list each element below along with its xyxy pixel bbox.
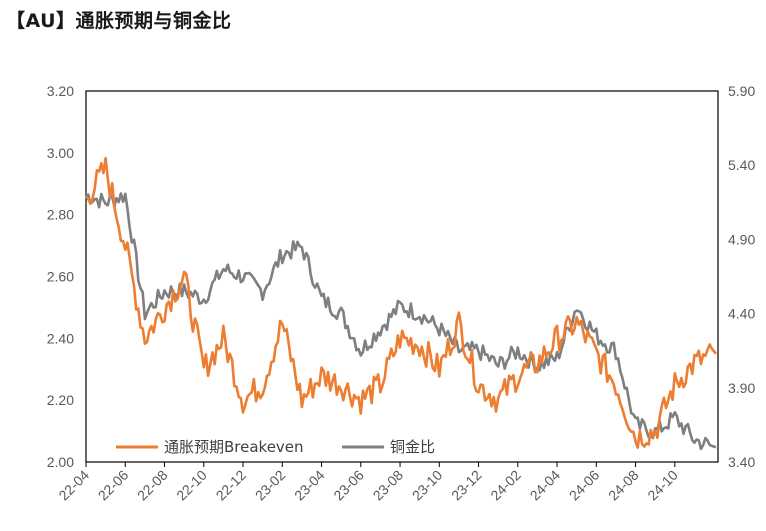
x-tick-label: 22-04 bbox=[55, 467, 92, 504]
x-tick-label: 23-06 bbox=[330, 467, 367, 504]
right-axis: 3.40 3.90 4.40 4.90 5.40 5.90 bbox=[728, 83, 755, 470]
x-axis: 22-04 22-06 22-08 22-10 22-12 23-02 23-04 23-06… bbox=[55, 462, 681, 503]
legend-label-copper-gold: 铜金比 bbox=[390, 438, 435, 456]
right-tick-label: 5.40 bbox=[728, 157, 755, 173]
left-tick-label: 2.20 bbox=[47, 392, 74, 408]
series-lines bbox=[84, 156, 718, 451]
x-tick-label: 22-10 bbox=[173, 467, 210, 504]
left-tick-label: 2.60 bbox=[47, 269, 74, 285]
x-tick-label: 24-04 bbox=[527, 467, 564, 504]
left-tick-label: 2.40 bbox=[47, 330, 74, 346]
legend-label-breakeven: 通胀预期Breakeven bbox=[164, 438, 304, 456]
left-tick-label: 3.20 bbox=[47, 83, 74, 99]
left-tick-label: 3.00 bbox=[47, 145, 74, 161]
right-tick-label: 4.90 bbox=[728, 231, 755, 247]
x-tick-label: 24-06 bbox=[566, 467, 603, 504]
series-line-copper-gold-ratio bbox=[85, 192, 717, 451]
left-tick-label: 2.00 bbox=[47, 454, 74, 470]
right-tick-label: 3.90 bbox=[728, 380, 755, 396]
x-tick-label: 23-10 bbox=[409, 467, 446, 504]
x-tick-label: 22-06 bbox=[95, 467, 132, 504]
left-tick-label: 2.80 bbox=[47, 207, 74, 223]
plot-frame bbox=[85, 90, 719, 463]
x-tick-label: 24-02 bbox=[487, 467, 524, 504]
x-tick-label: 22-12 bbox=[213, 467, 250, 504]
x-tick-label: 23-08 bbox=[370, 467, 407, 504]
right-tick-label: 4.40 bbox=[728, 306, 755, 322]
x-tick-label: 23-12 bbox=[448, 467, 485, 504]
left-axis: 2.00 2.20 2.40 2.60 2.80 3.00 3.20 bbox=[47, 83, 74, 470]
series-line-breakeven bbox=[84, 156, 718, 449]
x-tick-label: 23-04 bbox=[291, 467, 328, 504]
right-tick-label: 5.90 bbox=[728, 83, 755, 99]
page-title: 【AU】通胀预期与铜金比 bbox=[6, 10, 232, 32]
plot-area bbox=[85, 90, 719, 463]
x-tick-label: 22-08 bbox=[134, 467, 171, 504]
x-tick-label: 24-10 bbox=[644, 467, 681, 504]
x-tick-label: 23-02 bbox=[252, 467, 289, 504]
legend: 通胀预期Breakeven 铜金比 bbox=[116, 438, 435, 456]
x-tick-label: 24-08 bbox=[605, 467, 642, 504]
right-tick-label: 3.40 bbox=[728, 454, 755, 470]
